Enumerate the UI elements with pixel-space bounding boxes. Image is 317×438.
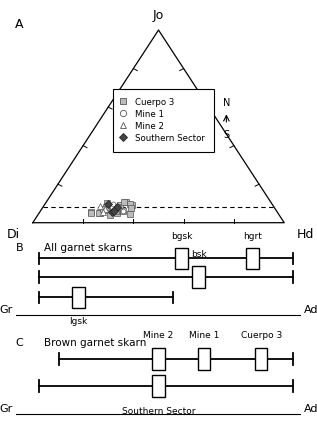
Bar — [175, 248, 188, 269]
Text: Mine 2: Mine 2 — [135, 121, 164, 131]
Text: Mine 1: Mine 1 — [135, 110, 164, 119]
Bar — [72, 287, 85, 308]
Text: Ad: Ad — [304, 403, 317, 413]
Text: Di: Di — [7, 228, 20, 240]
Text: Cuerpo 3: Cuerpo 3 — [135, 98, 174, 107]
Bar — [198, 348, 210, 370]
Text: B: B — [16, 243, 23, 252]
Text: Gr: Gr — [0, 403, 13, 413]
Bar — [152, 348, 165, 370]
Text: Southern Sector: Southern Sector — [135, 133, 204, 142]
Text: Mine 2: Mine 2 — [143, 330, 174, 339]
Bar — [246, 248, 259, 269]
Text: Brown garnet skarn: Brown garnet skarn — [44, 337, 147, 347]
Bar — [113, 90, 214, 152]
Text: Jo: Jo — [153, 9, 164, 22]
Text: Gr: Gr — [0, 305, 13, 314]
Text: A: A — [15, 18, 24, 31]
Text: Cuerpo 3: Cuerpo 3 — [241, 330, 282, 339]
Text: Hd: Hd — [297, 228, 314, 240]
Text: bsk: bsk — [191, 250, 206, 259]
Bar — [192, 267, 205, 288]
Bar — [152, 375, 165, 397]
Text: C: C — [16, 337, 23, 347]
Text: Ad: Ad — [304, 305, 317, 314]
Text: hgrt: hgrt — [243, 231, 262, 240]
Text: N: N — [223, 98, 230, 108]
Text: bgsk: bgsk — [171, 231, 192, 240]
Text: All garnet skarns: All garnet skarns — [44, 243, 133, 252]
Text: S: S — [223, 130, 230, 140]
Text: Mine 1: Mine 1 — [189, 330, 219, 339]
Text: Southern Sector: Southern Sector — [122, 406, 195, 415]
Bar — [255, 348, 268, 370]
Text: lgsk: lgsk — [69, 316, 88, 325]
